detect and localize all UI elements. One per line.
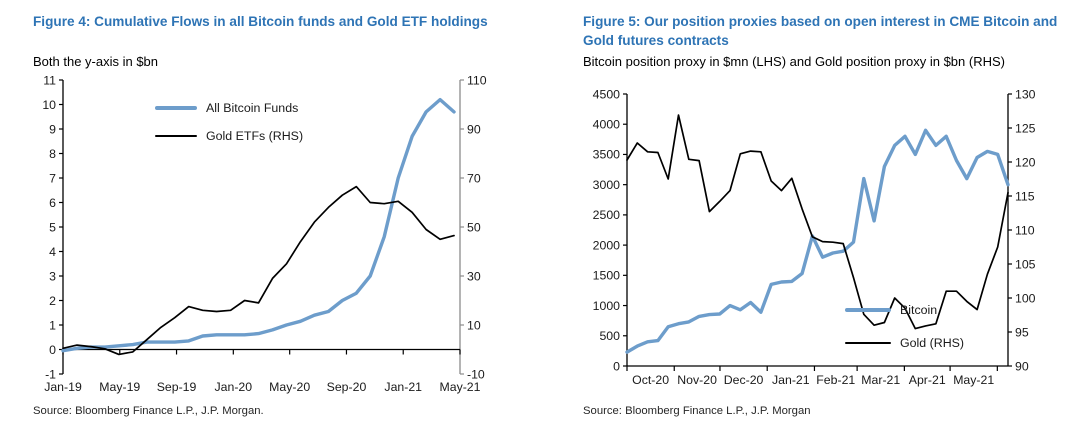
legend-item-all-bitcoin-funds: All Bitcoin Funds <box>155 100 303 116</box>
y-axis-right-tick-label: 110 <box>1015 223 1035 237</box>
y-axis-right-tick-label: 105 <box>1015 257 1036 271</box>
y-axis-left-tick-label: 2 <box>49 294 56 308</box>
x-axis-tick-label: Dec-20 <box>724 373 764 387</box>
y-axis-right-tick-label: 70 <box>467 171 481 185</box>
series-line-all-bitcoin-funds <box>61 97 456 353</box>
figure-4-source: Source: Bloomberg Finance L.P., J.P. Mor… <box>33 405 264 417</box>
y-axis-left-tick-label: 4500 <box>593 87 621 101</box>
legend-label-bitcoin: Bitcoin <box>900 303 938 317</box>
figure-4-chart: -1 0 1 2 3 4 5 6 7 8 9 10 11 -10 10 30 50 70 90 110 Jan-19 Ma… <box>33 74 495 398</box>
y-axis-left-tick-label: 1000 <box>593 299 621 313</box>
x-axis-tick-label: Apr-21 <box>909 373 946 387</box>
y-axis-left-tick-label: 7 <box>49 171 56 185</box>
figure-5-chart: 0 500 1000 1500 2000 2500 3000 3500 4000 4500 90 95… <box>583 74 1071 398</box>
y-axis-left-tick-label: -1 <box>45 367 56 381</box>
legend-line-sample-gold-etfs-rhs <box>155 135 197 137</box>
x-axis-tick-label: Jan-21 <box>772 373 810 387</box>
y-axis-right-tick-label: 130 <box>1015 87 1036 101</box>
x-axis-tick-label: Feb-21 <box>816 373 855 387</box>
figure-5-legend: Bitcoin Gold (RHS) <box>845 302 964 351</box>
y-axis-left-tick-label: 4000 <box>593 118 621 132</box>
y-axis-right-tick-label: 95 <box>1015 325 1029 339</box>
series-line-bitcoin <box>625 128 1010 354</box>
x-axis-tick-label: May-21 <box>953 373 994 387</box>
legend-line-sample-bitcoin <box>845 308 891 312</box>
legend-line-sample-all-bitcoin-funds <box>155 106 197 110</box>
legend-item-gold-rhs: Gold (RHS) <box>845 335 964 351</box>
legend-label-gold-rhs: Gold (RHS) <box>900 336 965 350</box>
y-axis-left-tick-label: 9 <box>49 122 56 136</box>
x-axis-tick-label: Nov-20 <box>677 373 717 387</box>
figure-5-plot-canvas: 0 500 1000 1500 2000 2500 3000 3500 4000 4500 90 95… <box>593 87 1036 387</box>
y-axis-left-tick-label: 500 <box>599 329 620 343</box>
y-axis-left-tick-label: 0 <box>613 359 620 373</box>
y-axis-right-tick-label: 110 <box>467 74 487 87</box>
figure-5-panel: Figure 5: Our position proxies based on … <box>583 12 1071 417</box>
figure-5-source: Source: Bloomberg Finance L.P., J.P. Mor… <box>583 405 811 417</box>
y-axis-left-tick-label: 10 <box>42 98 56 112</box>
figure-5-subtitle: Bitcoin position proxy in $mn (LHS) and … <box>583 54 1005 69</box>
y-axis-right-tick-label: 10 <box>467 318 481 332</box>
y-axis-left-tick-label: 2500 <box>593 208 621 222</box>
x-axis-tick-label: Sep-19 <box>157 380 197 394</box>
y-axis-left-tick-label: 1500 <box>593 269 621 283</box>
legend-item-gold-etfs-rhs: Gold ETFs (RHS) <box>155 128 303 144</box>
legend-label-gold-etfs-rhs: Gold ETFs (RHS) <box>206 129 304 143</box>
x-axis-tick-label: Jan-19 <box>44 380 82 394</box>
y-axis-left-tick-label: 11 <box>43 74 56 87</box>
y-axis-left-tick-label: 1 <box>49 318 56 332</box>
series-line-gold-etfs-rhs <box>62 185 455 356</box>
figure-4-title: Figure 4: Cumulative Flows in all Bitcoi… <box>33 14 488 29</box>
y-axis-right-tick-label: 125 <box>1015 121 1036 135</box>
y-axis-right-tick-label: 90 <box>467 122 481 136</box>
x-axis-tick-label: Mar-21 <box>861 373 900 387</box>
y-axis-right-tick-label: 90 <box>1015 359 1029 373</box>
y-axis-right-tick-label: 50 <box>467 220 481 234</box>
x-axis-tick-label: Jan-21 <box>384 380 422 394</box>
y-axis-left-tick-label: 4 <box>49 245 56 259</box>
series-line-gold-rhs <box>626 114 1009 330</box>
legend-line-sample-gold-rhs <box>845 342 891 344</box>
figure-4-legend: All Bitcoin Funds Gold ETFs (RHS) <box>155 100 303 144</box>
x-axis-tick-label: May-21 <box>439 380 480 394</box>
figure-4-subtitle: Both the y-axis in $bn <box>33 54 159 69</box>
x-axis-tick-label: May-20 <box>269 380 310 394</box>
y-axis-left-tick-label: 3000 <box>593 178 621 192</box>
y-axis-left-tick-label: 3 <box>49 269 56 283</box>
y-axis-left-tick-label: 3500 <box>593 148 621 162</box>
y-axis-left-tick-label: 2000 <box>593 238 621 252</box>
legend-item-bitcoin: Bitcoin <box>845 302 964 318</box>
legend-label-all-bitcoin-funds: All Bitcoin Funds <box>206 101 299 115</box>
x-axis-tick-label: Jan-20 <box>215 380 253 394</box>
y-axis-left-tick-label: 8 <box>49 147 56 161</box>
y-axis-right-tick-label: 115 <box>1015 189 1035 203</box>
x-axis-tick-label: Sep-20 <box>327 380 367 394</box>
figure-5-title: Figure 5: Our position proxies based on … <box>583 14 1058 49</box>
x-axis-tick-label: May-19 <box>99 380 140 394</box>
y-axis-right-tick-label: 100 <box>1015 291 1036 305</box>
figure-4-panel: Figure 4: Cumulative Flows in all Bitcoi… <box>33 12 495 417</box>
x-axis-tick-label: Oct-20 <box>632 373 669 387</box>
y-axis-left-tick-label: 6 <box>49 196 56 210</box>
y-axis-left-tick-label: 0 <box>49 343 56 357</box>
y-axis-right-tick-label: 120 <box>1015 155 1036 169</box>
y-axis-right-tick-label: -10 <box>467 367 485 381</box>
y-axis-right-tick-label: 30 <box>467 269 481 283</box>
y-axis-left-tick-label: 5 <box>49 220 56 234</box>
